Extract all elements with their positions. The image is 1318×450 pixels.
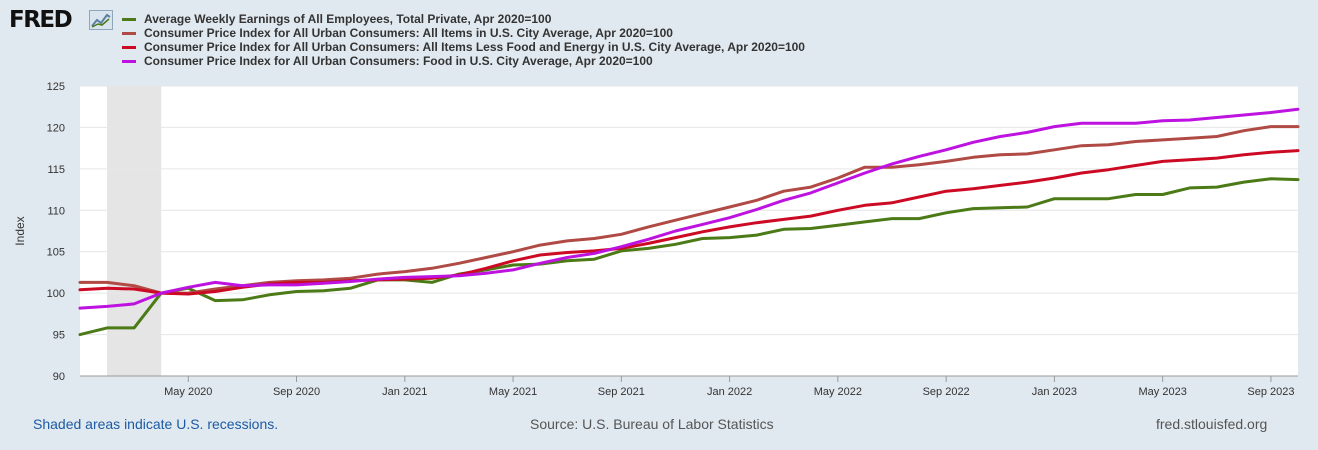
x-tick-label-9: May 2023 <box>1139 386 1187 398</box>
x-tick-label-5: Jan 2022 <box>707 386 752 398</box>
recession-shade-0 <box>107 86 162 376</box>
chart-line-icon <box>89 10 113 30</box>
legend-label-1: Consumer Price Index for All Urban Consu… <box>144 26 673 40</box>
legend-label-2: Consumer Price Index for All Urban Consu… <box>144 40 805 54</box>
legend-item-2[interactable]: Consumer Price Index for All Urban Consu… <box>122 40 805 54</box>
series-line-2 <box>78 149 1300 296</box>
site-url: fred.stlouisfed.org <box>1156 416 1268 432</box>
legend-label-0: Average Weekly Earnings of All Employees… <box>144 12 552 26</box>
y-tick-label-95: 95 <box>53 330 65 342</box>
x-tick-label-3: May 2021 <box>489 386 537 398</box>
x-tick-label-7: Sep 2022 <box>923 386 970 398</box>
fred-logo[interactable]: FRED <box>9 7 73 33</box>
x-tick-label-8: Jan 2023 <box>1032 386 1077 398</box>
x-tick-label-1: Sep 2020 <box>273 386 320 398</box>
legend-swatch-3 <box>122 60 136 63</box>
legend: Average Weekly Earnings of All Employees… <box>122 12 805 68</box>
y-tick-label-120: 120 <box>47 122 65 134</box>
legend-item-3[interactable]: Consumer Price Index for All Urban Consu… <box>122 54 805 68</box>
x-tick-label-4: Sep 2021 <box>598 386 645 398</box>
y-tick-label-90: 90 <box>53 371 65 383</box>
legend-swatch-0 <box>122 18 136 21</box>
y-tick-label-125: 125 <box>47 81 65 93</box>
legend-swatch-2 <box>122 46 136 49</box>
y-tick-label-115: 115 <box>47 164 65 176</box>
x-tick-label-10: Sep 2023 <box>1247 386 1294 398</box>
x-tick-label-2: Jan 2021 <box>382 386 427 398</box>
series-line-0 <box>78 177 1300 337</box>
recession-note-link[interactable]: Shaded areas indicate U.S. recessions. <box>33 416 279 432</box>
legend-label-3: Consumer Price Index for All Urban Consu… <box>144 54 653 68</box>
series-line-1 <box>78 125 1300 295</box>
legend-item-1[interactable]: Consumer Price Index for All Urban Consu… <box>122 26 805 40</box>
y-tick-label-105: 105 <box>47 247 65 259</box>
series-line-3 <box>78 107 1300 310</box>
y-axis-label: Index <box>13 216 27 245</box>
x-tick-label-6: May 2022 <box>814 386 862 398</box>
y-tick-label-110: 110 <box>47 205 65 217</box>
plot-area <box>80 86 1298 376</box>
legend-swatch-1 <box>122 32 136 35</box>
x-tick-label-0: May 2020 <box>164 386 212 398</box>
y-tick-label-100: 100 <box>47 288 65 300</box>
source-text: Source: U.S. Bureau of Labor Statistics <box>530 416 774 432</box>
legend-item-0[interactable]: Average Weekly Earnings of All Employees… <box>122 12 805 26</box>
